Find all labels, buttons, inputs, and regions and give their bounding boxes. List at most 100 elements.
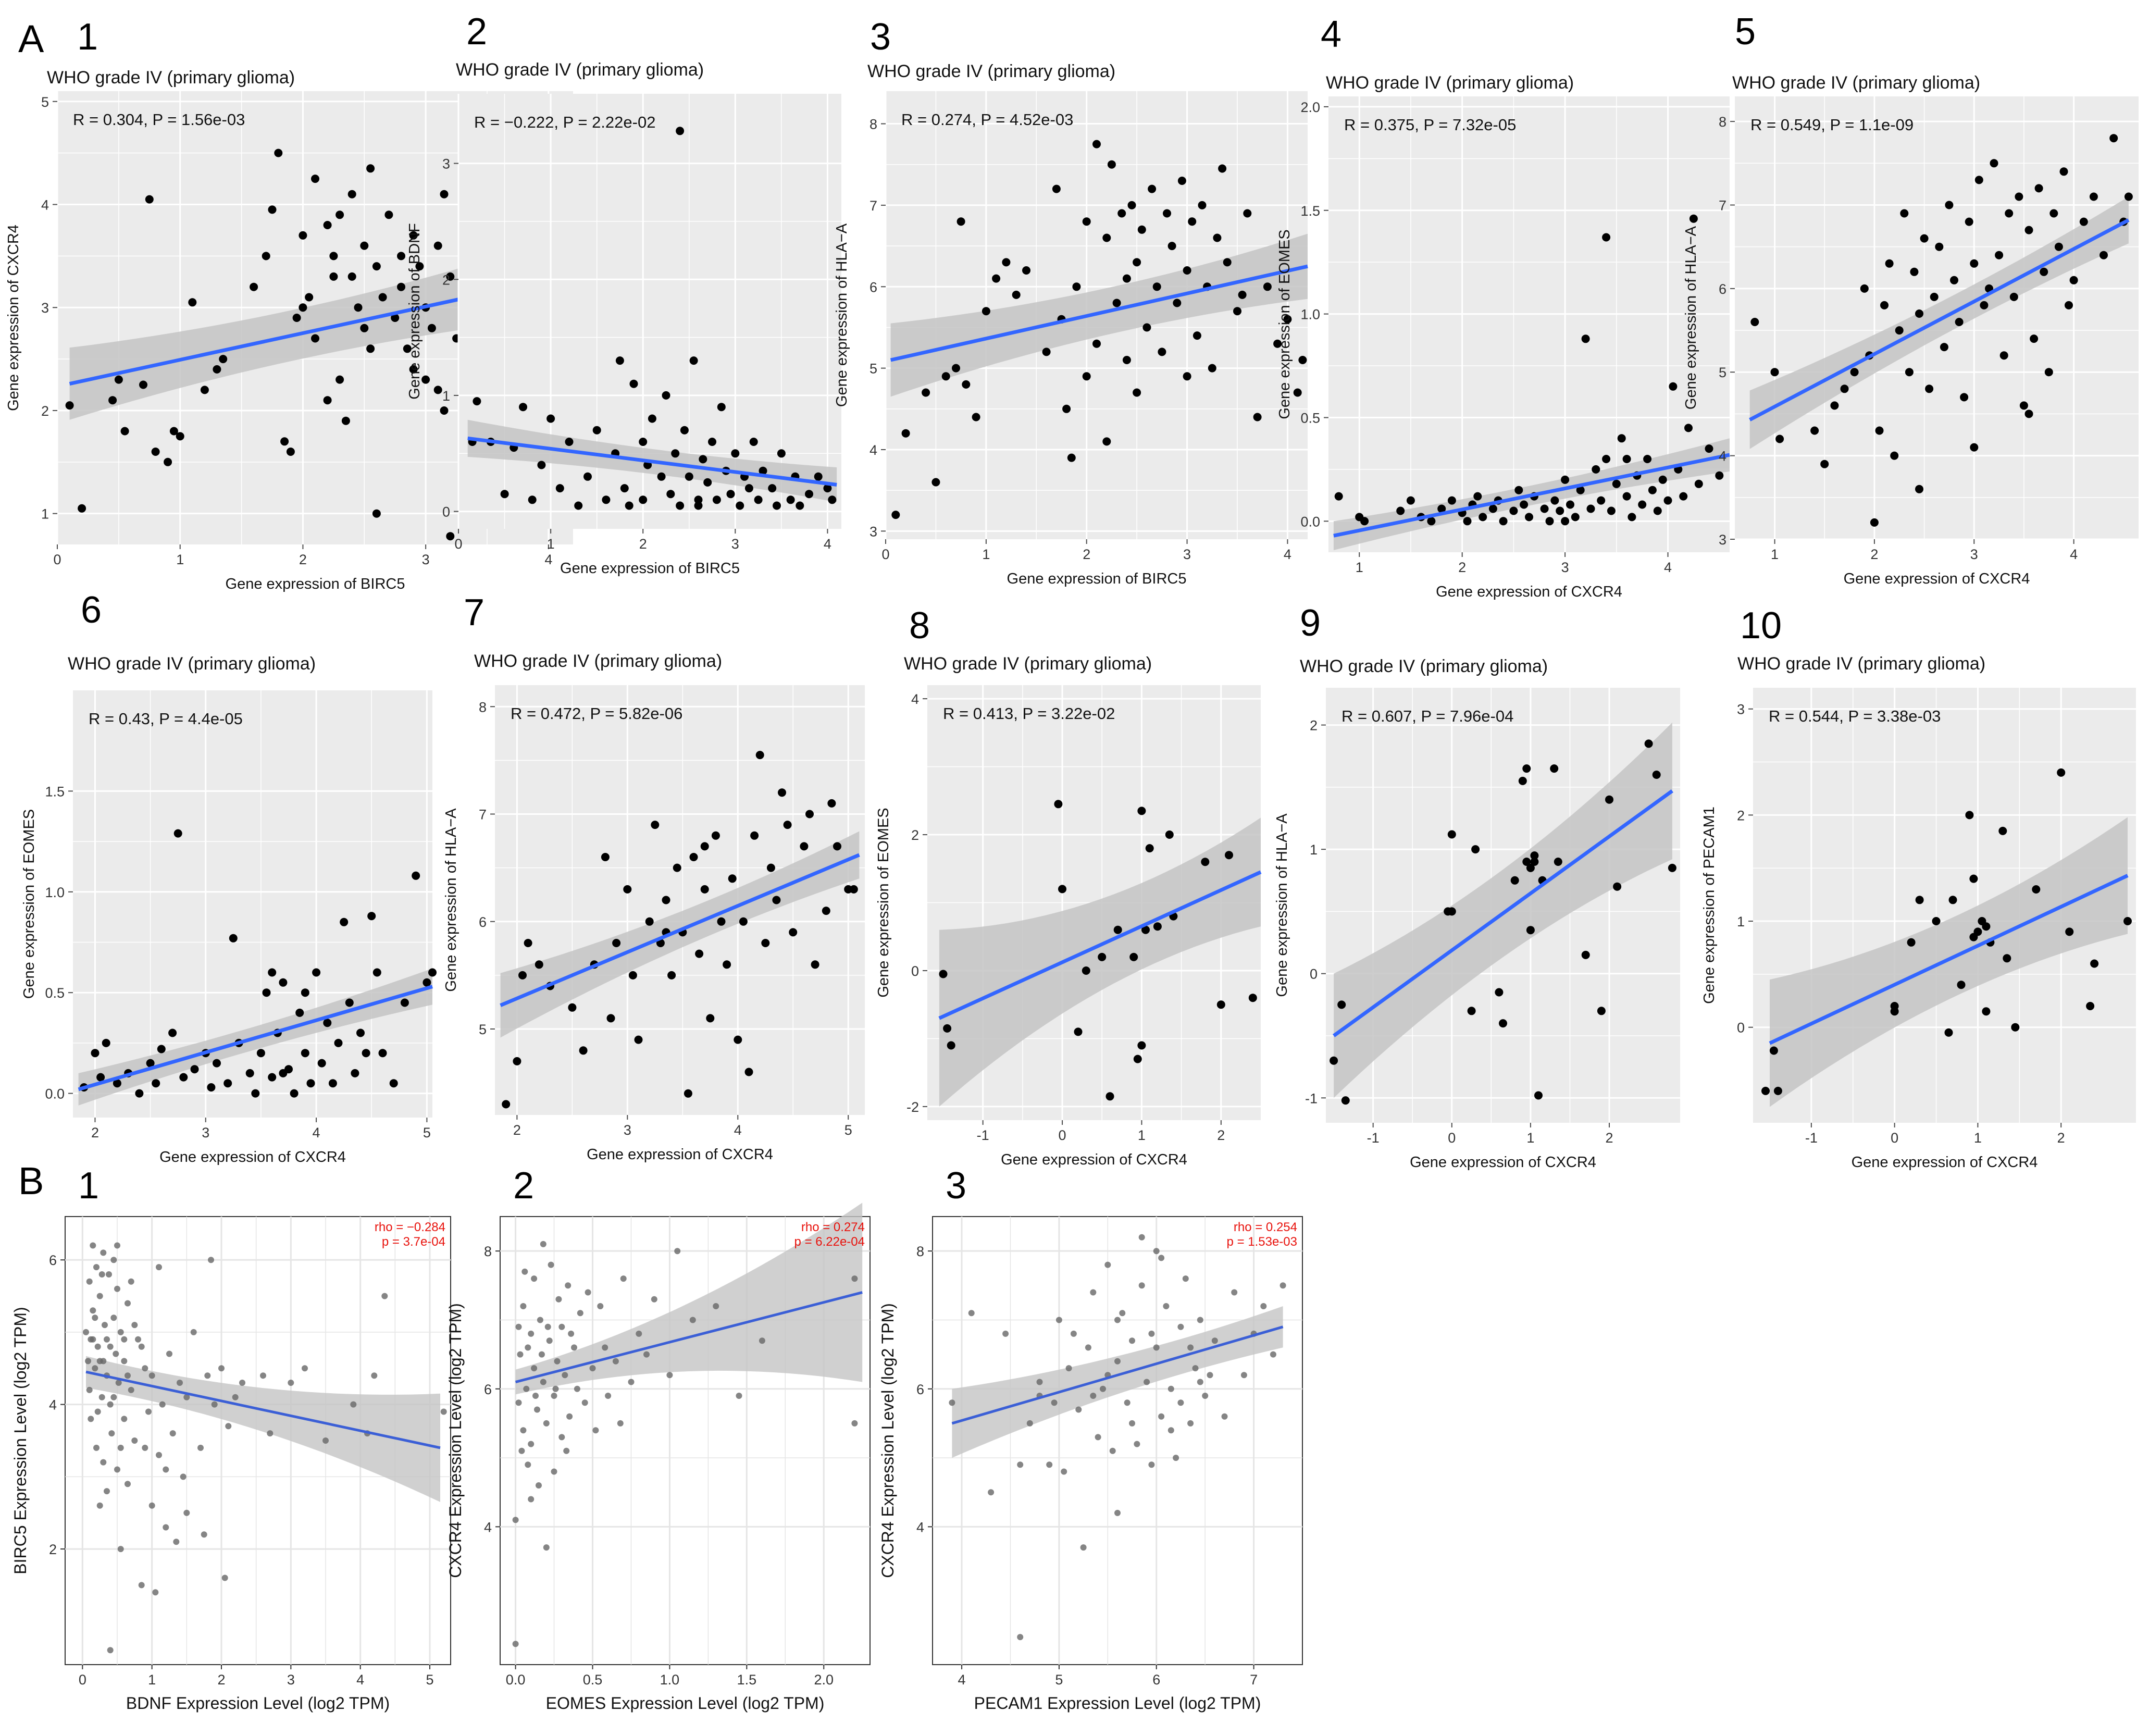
data-point [183, 1509, 190, 1516]
data-point [739, 917, 748, 926]
data-point [131, 1437, 138, 1444]
data-point [2059, 167, 2068, 176]
data-point [1576, 486, 1585, 494]
y-tick-label: 3 [442, 156, 450, 172]
data-point [1970, 259, 1979, 268]
data-point [372, 509, 381, 518]
data-point [1471, 845, 1480, 854]
x-tick-label: 0 [1448, 1130, 1456, 1146]
x-axis-label: Gene expression of CXCR4 [587, 1146, 773, 1163]
data-point [694, 495, 703, 504]
data-point [537, 461, 546, 469]
regression-line [938, 870, 1262, 1020]
data-point [583, 472, 592, 481]
data-point [1495, 988, 1504, 997]
data-point [117, 1546, 124, 1553]
data-point [93, 1444, 100, 1451]
data-point [1761, 1086, 1770, 1095]
data-point [1283, 315, 1292, 324]
data-point [1114, 1358, 1121, 1365]
x-tick-label: 0 [1059, 1127, 1066, 1143]
data-point [1556, 506, 1564, 515]
data-point [1052, 184, 1061, 193]
data-point [1082, 372, 1091, 381]
y-tick-label: 6 [49, 1253, 57, 1268]
data-point [540, 1241, 546, 1247]
data-point [605, 1393, 612, 1399]
data-point [617, 1420, 624, 1427]
data-point [777, 449, 786, 458]
y-tick-label: 4 [1719, 449, 1726, 464]
data-point [712, 495, 721, 504]
data-point [805, 810, 814, 819]
data-point [151, 448, 160, 456]
data-point [1122, 356, 1131, 364]
y-axis-label: Gene expression of EOMES [21, 809, 38, 999]
data-point [1137, 1041, 1146, 1050]
regression-line [1333, 453, 1730, 538]
data-point [1148, 1330, 1155, 1337]
chart-title: WHO grade IV (primary glioma) [68, 654, 316, 674]
data-point [299, 303, 307, 312]
data-point [1597, 496, 1606, 505]
x-tick-label: 1 [176, 552, 184, 567]
y-tick-label: 1.0 [1300, 307, 1320, 323]
chart-b1: 0 1 2 3 4 5 2 4 6 BDNF Expression Level (log2 TPM… [11, 1165, 451, 1713]
data-point [1165, 830, 1174, 839]
data-point [446, 272, 455, 281]
data-point [1970, 443, 1979, 452]
x-axis-label: Gene expression of BIRC5 [1007, 571, 1187, 587]
chart-title: WHO grade IV (primary glioma) [456, 60, 704, 80]
data-point [685, 472, 693, 481]
y-tick-label: 7 [869, 198, 877, 214]
data-point [814, 472, 823, 481]
data-point [1396, 506, 1405, 515]
data-point [354, 303, 363, 312]
data-point [577, 1310, 583, 1317]
data-point [548, 1261, 554, 1268]
data-point [1612, 479, 1621, 488]
data-point [515, 1323, 522, 1330]
data-point [295, 1008, 304, 1017]
data-point [703, 478, 712, 487]
data-point [1070, 1330, 1077, 1337]
data-point [1152, 282, 1161, 291]
data-point [128, 1278, 134, 1285]
y-axis-label: Gene expression of BDNF [406, 223, 423, 399]
data-point [102, 1038, 110, 1047]
data-point [428, 968, 437, 977]
data-point [1773, 1086, 1782, 1095]
data-point [120, 427, 129, 436]
data-point [115, 1380, 122, 1386]
x-axis-label: Gene expression of CXCR4 [1001, 1151, 1187, 1168]
data-point [1243, 209, 1252, 218]
x-tick-label: 1.0 [660, 1672, 680, 1688]
x-axis-label: Gene expression of CXCR4 [1852, 1154, 2038, 1171]
y-axis-label: Gene expression of EOMES [875, 808, 892, 997]
data-point [211, 1401, 218, 1408]
x-axis-label: BDNF Expression Level (log2 TPM) [126, 1694, 390, 1713]
data-point [1107, 160, 1116, 169]
data-point [1133, 1055, 1142, 1063]
data-point [1127, 201, 1136, 209]
data-point [1581, 950, 1590, 959]
data-point [218, 1365, 225, 1372]
data-point [744, 1068, 753, 1076]
data-point [1652, 771, 1661, 779]
data-point [968, 1310, 975, 1317]
data-point [1163, 209, 1171, 218]
chart-a7: 2 3 4 5 5 6 7 8 Gene expression of CXCR4 Gene exp… [443, 592, 865, 1163]
data-point [532, 1393, 539, 1399]
data-point [1055, 1317, 1062, 1323]
data-point [728, 874, 737, 883]
data-point [700, 885, 709, 894]
data-point [500, 490, 509, 499]
data-point [92, 1315, 98, 1321]
data-point [251, 1089, 260, 1098]
data-point [128, 1386, 134, 1393]
data-point [1982, 922, 1991, 931]
data-point [1177, 177, 1186, 185]
data-point [601, 853, 610, 861]
data-point [113, 1350, 119, 1357]
data-point [1980, 301, 1989, 309]
